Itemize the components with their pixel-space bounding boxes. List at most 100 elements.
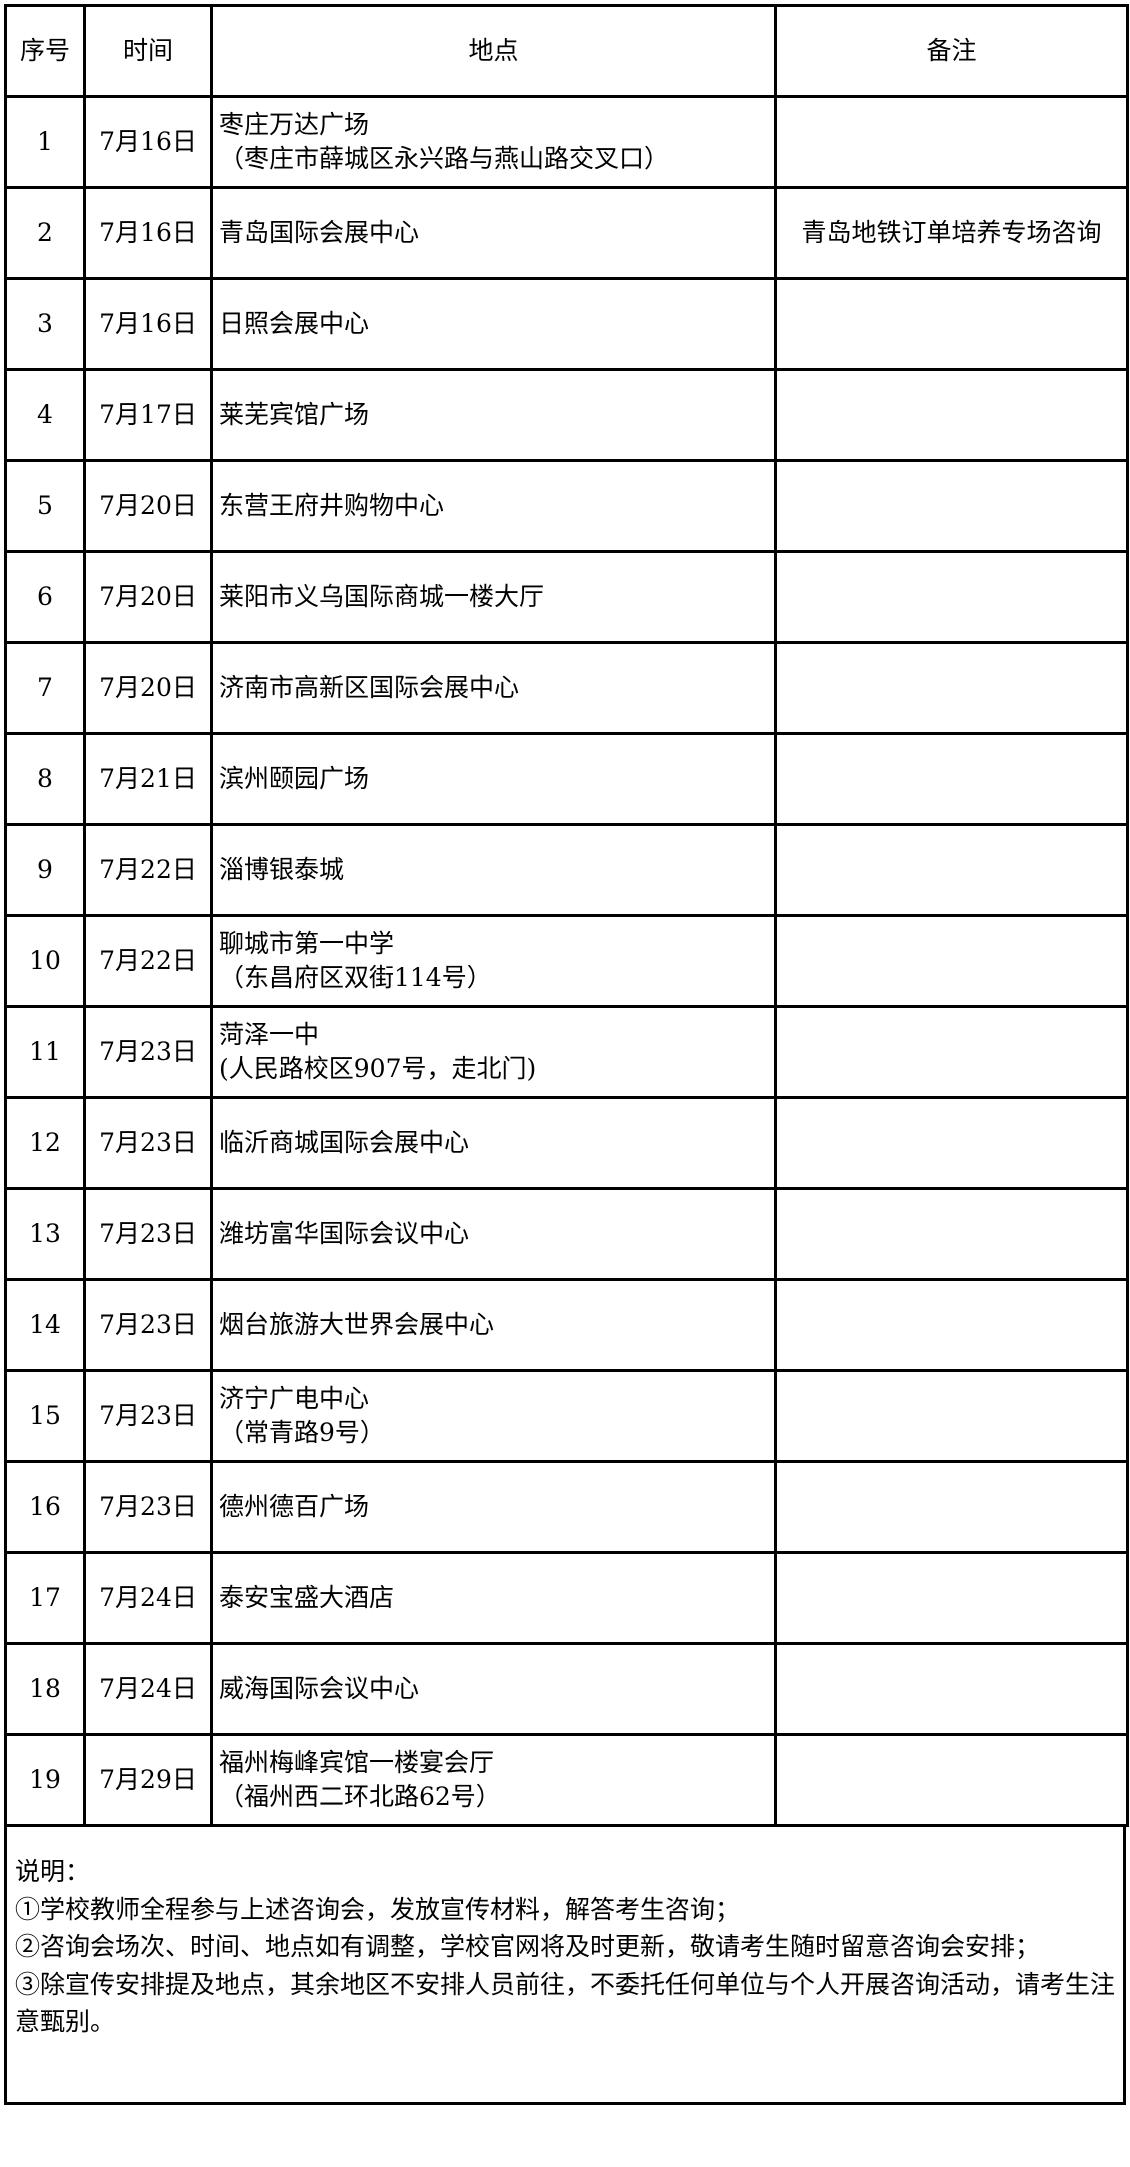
table-row: 10 7月22日 聊城市第一中学 （东昌府区双街114号） bbox=[4, 914, 1129, 1008]
location-address: （常青路9号） bbox=[219, 1418, 385, 1447]
schedule-document: 序号 时间 地点 备注 1 7月16日 枣庄万达广场 （枣庄市薛城区永兴路与燕山路交叉… bbox=[4, 4, 1129, 2105]
row-date: 7月23日 bbox=[83, 1005, 213, 1099]
row-date: 7月20日 bbox=[83, 459, 213, 553]
row-remark bbox=[774, 1642, 1129, 1736]
row-location: 德州德百广场 bbox=[210, 1460, 777, 1554]
row-index: 10 bbox=[4, 914, 86, 1008]
table-row: 15 7月23日 济宁广电中心 （常青路9号） bbox=[4, 1369, 1129, 1463]
table-row: 13 7月23日 潍坊富华国际会议中心 bbox=[4, 1187, 1129, 1281]
location-name: 威海国际会议中心 bbox=[219, 1674, 420, 1703]
location-name: 潍坊富华国际会议中心 bbox=[219, 1219, 470, 1248]
location-name: 济宁广电中心 bbox=[219, 1384, 370, 1413]
row-remark bbox=[774, 277, 1129, 371]
notes-section: 说明： ①学校教师全程参与上述咨询会，发放宣传材料，解答考生咨询； ②咨询会场次… bbox=[4, 1827, 1126, 2105]
row-date: 7月23日 bbox=[83, 1187, 213, 1281]
row-remark bbox=[774, 914, 1129, 1008]
row-location: 济宁广电中心 （常青路9号） bbox=[210, 1369, 777, 1463]
row-remark bbox=[774, 1733, 1129, 1827]
location-address: （东昌府区双街114号） bbox=[219, 963, 492, 992]
table-row: 18 7月24日 威海国际会议中心 bbox=[4, 1642, 1129, 1736]
row-index: 14 bbox=[4, 1278, 86, 1372]
row-index: 13 bbox=[4, 1187, 86, 1281]
location-name: 济南市高新区国际会展中心 bbox=[219, 673, 520, 702]
row-index: 1 bbox=[4, 95, 86, 189]
row-date: 7月29日 bbox=[83, 1733, 213, 1827]
table-row: 5 7月20日 东营王府井购物中心 bbox=[4, 459, 1129, 553]
row-remark bbox=[774, 732, 1129, 826]
row-index: 18 bbox=[4, 1642, 86, 1736]
row-remark bbox=[774, 1096, 1129, 1190]
row-remark bbox=[774, 641, 1129, 735]
row-date: 7月23日 bbox=[83, 1096, 213, 1190]
row-index: 2 bbox=[4, 186, 86, 280]
row-location: 烟台旅游大世界会展中心 bbox=[210, 1278, 777, 1372]
location-name: 菏泽一中 bbox=[219, 1020, 320, 1049]
row-index: 19 bbox=[4, 1733, 86, 1827]
row-index: 8 bbox=[4, 732, 86, 826]
row-location: 枣庄万达广场 （枣庄市薛城区永兴路与燕山路交叉口） bbox=[210, 95, 777, 189]
header-remark: 备注 bbox=[774, 4, 1129, 98]
row-location: 滨州颐园广场 bbox=[210, 732, 777, 826]
location-name: 枣庄万达广场 bbox=[219, 110, 370, 139]
row-remark bbox=[774, 1278, 1129, 1372]
location-name: 烟台旅游大世界会展中心 bbox=[219, 1310, 495, 1339]
header-date: 时间 bbox=[83, 4, 213, 98]
row-date: 7月22日 bbox=[83, 914, 213, 1008]
location-name: 青岛国际会展中心 bbox=[219, 218, 420, 247]
row-date: 7月17日 bbox=[83, 368, 213, 462]
row-location: 泰安宝盛大酒店 bbox=[210, 1551, 777, 1645]
row-date: 7月23日 bbox=[83, 1369, 213, 1463]
table-row: 16 7月23日 德州德百广场 bbox=[4, 1460, 1129, 1554]
row-index: 17 bbox=[4, 1551, 86, 1645]
row-date: 7月23日 bbox=[83, 1460, 213, 1554]
table-row: 6 7月20日 莱阳市义乌国际商城一楼大厅 bbox=[4, 550, 1129, 644]
row-remark bbox=[774, 1551, 1129, 1645]
row-remark bbox=[774, 1369, 1129, 1463]
row-date: 7月16日 bbox=[83, 95, 213, 189]
table-row: 11 7月23日 菏泽一中 (人民路校区907号，走北门) bbox=[4, 1005, 1129, 1099]
row-location: 青岛国际会展中心 bbox=[210, 186, 777, 280]
row-date: 7月22日 bbox=[83, 823, 213, 917]
location-name: 日照会展中心 bbox=[219, 309, 370, 338]
row-remark bbox=[774, 1460, 1129, 1554]
row-remark bbox=[774, 1005, 1129, 1099]
table-row: 4 7月17日 莱芜宾馆广场 bbox=[4, 368, 1129, 462]
location-address: (人民路校区907号，走北门) bbox=[219, 1054, 537, 1083]
location-name: 东营王府井购物中心 bbox=[219, 491, 445, 520]
row-index: 9 bbox=[4, 823, 86, 917]
table-header-row: 序号 时间 地点 备注 bbox=[4, 4, 1129, 98]
row-location: 福州梅峰宾馆一楼宴会厅 （福州西二环北路62号） bbox=[210, 1733, 777, 1827]
table-row: 8 7月21日 滨州颐园广场 bbox=[4, 732, 1129, 826]
row-location: 莱芜宾馆广场 bbox=[210, 368, 777, 462]
row-location: 莱阳市义乌国际商城一楼大厅 bbox=[210, 550, 777, 644]
row-date: 7月24日 bbox=[83, 1642, 213, 1736]
row-index: 6 bbox=[4, 550, 86, 644]
row-location: 威海国际会议中心 bbox=[210, 1642, 777, 1736]
row-location: 临沂商城国际会展中心 bbox=[210, 1096, 777, 1190]
table-row: 7 7月20日 济南市高新区国际会展中心 bbox=[4, 641, 1129, 735]
row-remark bbox=[774, 95, 1129, 189]
table-row: 14 7月23日 烟台旅游大世界会展中心 bbox=[4, 1278, 1129, 1372]
location-name: 莱阳市义乌国际商城一楼大厅 bbox=[219, 582, 545, 611]
location-name: 莱芜宾馆广场 bbox=[219, 400, 370, 429]
row-index: 12 bbox=[4, 1096, 86, 1190]
row-date: 7月23日 bbox=[83, 1278, 213, 1372]
row-location: 菏泽一中 (人民路校区907号，走北门) bbox=[210, 1005, 777, 1099]
row-location: 聊城市第一中学 （东昌府区双街114号） bbox=[210, 914, 777, 1008]
row-location: 东营王府井购物中心 bbox=[210, 459, 777, 553]
row-index: 16 bbox=[4, 1460, 86, 1554]
notes-title: 说明： bbox=[15, 1857, 91, 1886]
row-location: 济南市高新区国际会展中心 bbox=[210, 641, 777, 735]
location-address: （枣庄市薛城区永兴路与燕山路交叉口） bbox=[219, 144, 670, 173]
header-index: 序号 bbox=[4, 4, 86, 98]
row-remark bbox=[774, 459, 1129, 553]
location-name: 滨州颐园广场 bbox=[219, 764, 370, 793]
location-name: 福州梅峰宾馆一楼宴会厅 bbox=[219, 1748, 495, 1777]
header-location: 地点 bbox=[210, 4, 777, 98]
row-index: 5 bbox=[4, 459, 86, 553]
row-index: 15 bbox=[4, 1369, 86, 1463]
table-row: 2 7月16日 青岛国际会展中心 青岛地铁订单培养专场咨询 bbox=[4, 186, 1129, 280]
row-remark: 青岛地铁订单培养专场咨询 bbox=[774, 186, 1129, 280]
location-name: 淄博银泰城 bbox=[219, 855, 345, 884]
row-date: 7月16日 bbox=[83, 277, 213, 371]
